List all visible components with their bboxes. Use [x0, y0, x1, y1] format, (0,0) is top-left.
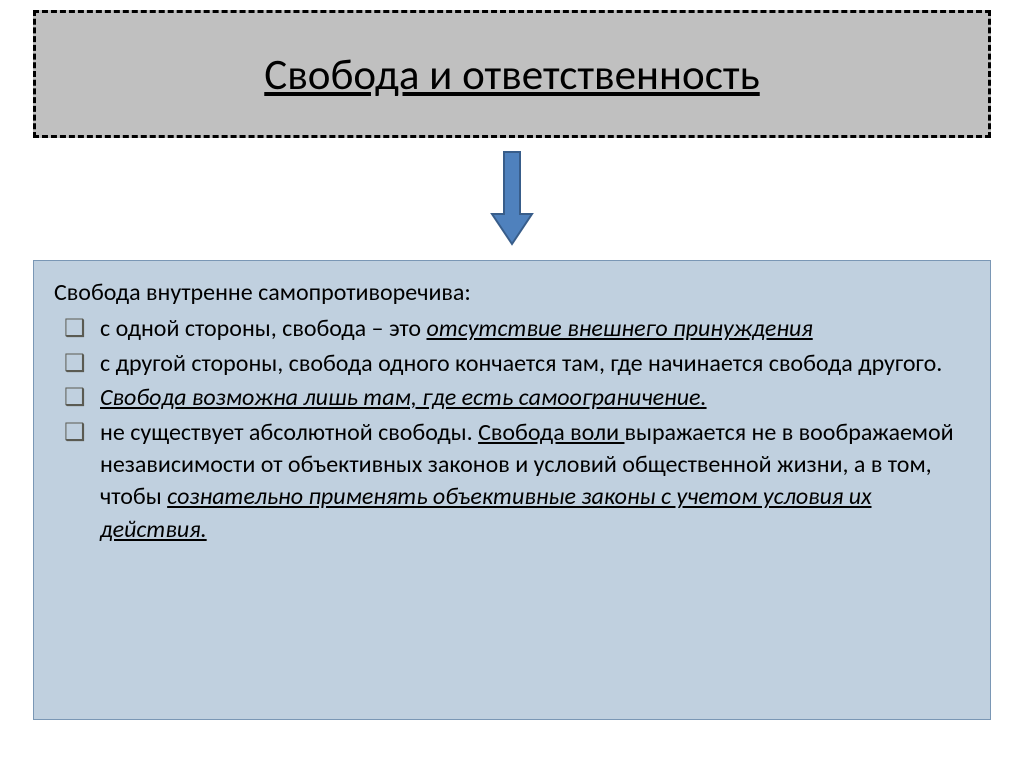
b4-tail: сознательно применять объективные законы… — [100, 482, 872, 543]
bullet-3: Свобода возможна лишь там, где есть само… — [54, 382, 970, 414]
b4-mid-ul: Свобода воли — [478, 418, 624, 447]
arrow-path — [492, 152, 532, 244]
bullet-4: не существует абсолютной свободы. Свобод… — [54, 417, 970, 547]
bullet-2: с другой стороны, свобода одного кончает… — [54, 348, 970, 380]
b4-pre: не существует абсолютной свободы. — [100, 418, 478, 447]
b1-pre: с одной стороны, свобода – это — [100, 314, 427, 343]
bullet-1: с одной стороны, свобода – это отсутстви… — [54, 313, 970, 345]
content-box: Свобода внутренне самопротиворечива: с о… — [33, 260, 991, 720]
down-arrow-icon — [488, 150, 536, 248]
slide-title: Свобода и ответственность — [264, 48, 759, 101]
b1-emph: отсутствие внешнего принуждения — [427, 314, 813, 343]
title-box: Свобода и ответственность — [33, 10, 991, 138]
b2-text: с другой стороны, свобода одного кончает… — [100, 349, 942, 378]
intro-text: Свобода внутренне самопротиворечива: — [54, 277, 970, 309]
b3-emph: Свобода возможна лишь там, где есть само… — [100, 383, 707, 412]
bullet-list: с одной стороны, свобода – это отсутстви… — [54, 313, 970, 546]
